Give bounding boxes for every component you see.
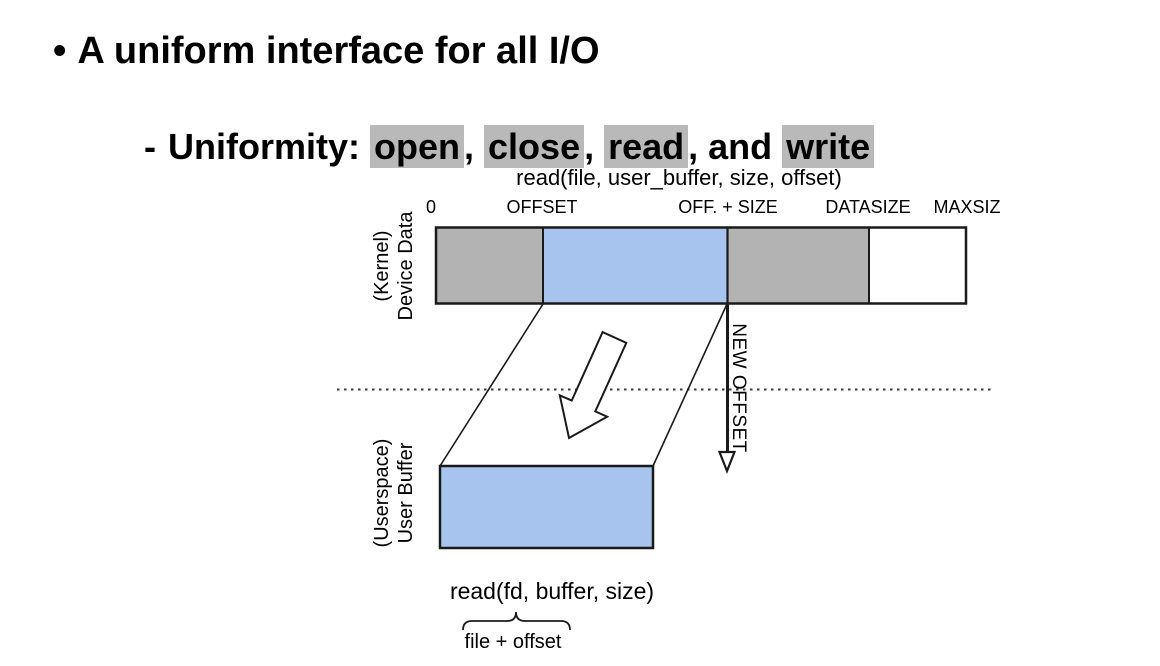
tick-label-off-plus-size: OFF. + SIZE (678, 197, 778, 217)
file-plus-offset-label: file + offset (464, 631, 562, 653)
highlight-read: read (604, 125, 689, 168)
highlight-open: open (370, 125, 465, 168)
user-read-call-label: read(fd, buffer, size) (449, 578, 655, 604)
separator-text: , (584, 126, 605, 167)
funnel-right-line (652, 303, 728, 467)
user-buffer-box (438, 464, 655, 550)
kernel-label-line2: Device Data (395, 211, 417, 321)
kernel-label-line1: (Kernel) (371, 230, 393, 302)
tick-label-zero: 0 (425, 197, 437, 217)
tick-label-offset: OFFSET (506, 197, 578, 217)
dash-icon: - (144, 126, 157, 167)
subtitle-prefix: Uniformity: (168, 126, 371, 167)
new-offset-label: NEW OFFSET (728, 323, 749, 453)
highlight-close: close (484, 125, 585, 168)
userspace-user-buffer-label: (Userspace) User Buffer (370, 421, 418, 565)
bullet-icon: • (53, 30, 67, 72)
user-label-line1: (Userspace) (371, 438, 393, 548)
funnel-left-line (439, 303, 544, 467)
new-offset-arrowhead-icon (717, 450, 737, 474)
fd-brace-icon (462, 611, 571, 631)
separator-text: , (464, 126, 485, 167)
kernel-device-data-label: (Kernel) Device Data (370, 194, 418, 338)
slide-subtitle-row: - Uniformity: open, close, read, and writ… (104, 84, 875, 210)
bar-segment-after-read (728, 228, 869, 303)
tick-label-maxsiz: MAXSIZ (933, 197, 1001, 217)
bar-segment-unused (869, 228, 966, 303)
bar-segment-before-offset (436, 228, 543, 303)
copy-block-arrow-icon (558, 330, 628, 440)
separator-text: , and (688, 126, 783, 167)
highlight-write: write (782, 125, 875, 168)
kernel-read-call-label: read(file, user_buffer, size, offset) (516, 165, 842, 190)
device-data-bar-border (434, 226, 968, 305)
bar-segment-read-region (543, 228, 728, 303)
tick-label-datasize: DATASIZE (825, 197, 911, 217)
slide-title: A uniform interface for all I/O (77, 30, 600, 72)
user-label-line2: User Buffer (395, 442, 417, 544)
slide-title-row: • A uniform interface for all I/O (53, 30, 600, 73)
